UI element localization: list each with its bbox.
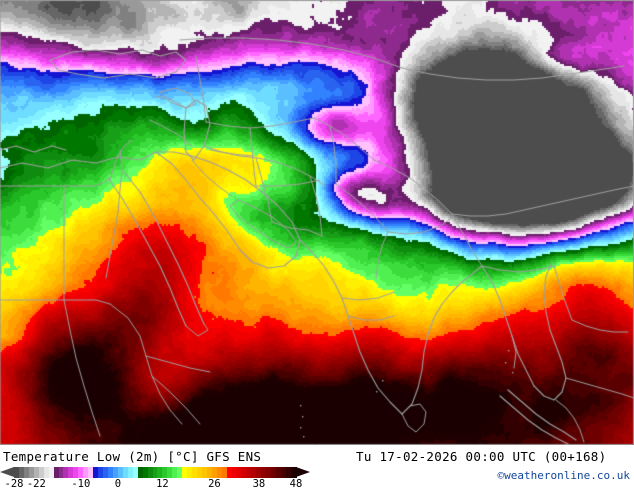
scale-swatch	[281, 467, 287, 478]
scale-swatch	[14, 467, 20, 478]
weather-map-panel[interactable]	[0, 0, 634, 445]
scale-tick-label: 12	[156, 478, 169, 490]
scale-swatch	[177, 467, 183, 478]
scale-tick-label: 0	[114, 478, 122, 490]
scale-swatch	[137, 467, 144, 478]
scale-tick-label: 48	[289, 478, 303, 490]
scale-swatch	[132, 467, 139, 478]
scale-swatch	[187, 467, 193, 478]
scale-tick-label: 38	[252, 478, 266, 490]
scale-swatch	[63, 467, 70, 478]
scale-tick-label: -22	[26, 478, 46, 490]
scale-overflow-arrow-icon	[296, 467, 310, 477]
scale-swatch	[103, 467, 109, 478]
scale-swatch	[18, 467, 25, 478]
scale-swatch	[172, 467, 178, 478]
scale-tick-label: -10	[71, 478, 91, 490]
temperature-map-canvas[interactable]	[0, 0, 634, 445]
scale-swatch	[23, 467, 30, 478]
scale-swatch	[266, 467, 272, 478]
scale-swatch	[98, 467, 104, 478]
scale-swatch	[231, 467, 238, 478]
scale-swatch	[83, 467, 89, 478]
scale-swatch	[28, 467, 35, 478]
scale-swatch	[53, 467, 60, 478]
scale-swatch	[197, 467, 203, 478]
scale-swatch	[112, 467, 119, 478]
scale-swatch	[291, 467, 297, 478]
scale-swatch	[211, 467, 218, 478]
scale-swatch	[221, 467, 228, 478]
scale-swatch	[93, 467, 99, 478]
scale-swatch	[276, 467, 282, 478]
scale-swatch	[271, 467, 277, 478]
scale-swatch	[192, 467, 198, 478]
scale-swatch	[142, 467, 149, 478]
map-title: Temperature Low (2m) [°C] GFS ENS	[3, 449, 262, 464]
scale-swatch	[167, 467, 173, 478]
scale-swatch	[38, 467, 45, 478]
scale-swatch	[241, 467, 248, 478]
scale-swatch	[43, 467, 50, 478]
scale-swatch	[127, 467, 134, 478]
scale-swatch	[286, 467, 292, 478]
scale-swatch	[88, 467, 94, 478]
scale-swatch	[206, 467, 213, 478]
scale-swatch	[147, 467, 154, 478]
scale-swatch	[226, 467, 233, 478]
scale-swatch	[117, 467, 124, 478]
scale-swatch	[236, 467, 243, 478]
scale-swatch	[58, 467, 65, 478]
scale-swatch	[162, 467, 168, 478]
scale-swatch	[78, 467, 84, 478]
scale-swatch	[157, 467, 164, 478]
scale-swatch	[251, 467, 258, 478]
temperature-color-scale: -28 -22 -10 0 12 26 38 48	[0, 467, 320, 490]
scale-swatch	[73, 467, 79, 478]
map-footer: Temperature Low (2m) [°C] GFS ENS Tu 17-…	[0, 445, 634, 490]
scale-swatch	[122, 467, 129, 478]
scale-swatch	[108, 467, 114, 478]
scale-tick-label: -28	[4, 478, 24, 490]
scale-swatch	[216, 467, 223, 478]
scale-swatch	[182, 467, 188, 478]
scale-underflow-arrow-icon	[0, 467, 14, 477]
scale-swatch	[202, 467, 208, 478]
scale-swatch	[48, 467, 55, 478]
map-datetime: Tu 17-02-2026 00:00 UTC (00+168)	[356, 449, 607, 464]
copyright-label: ©weatheronline.co.uk	[497, 469, 630, 482]
scale-swatch	[246, 467, 253, 478]
scale-swatch	[68, 467, 74, 478]
scale-tick-label: 26	[208, 478, 221, 490]
scale-swatch-strip	[14, 467, 297, 478]
scale-swatch	[256, 467, 262, 478]
scale-swatch	[261, 467, 267, 478]
scale-swatch	[152, 467, 159, 478]
scale-swatch	[33, 467, 40, 478]
